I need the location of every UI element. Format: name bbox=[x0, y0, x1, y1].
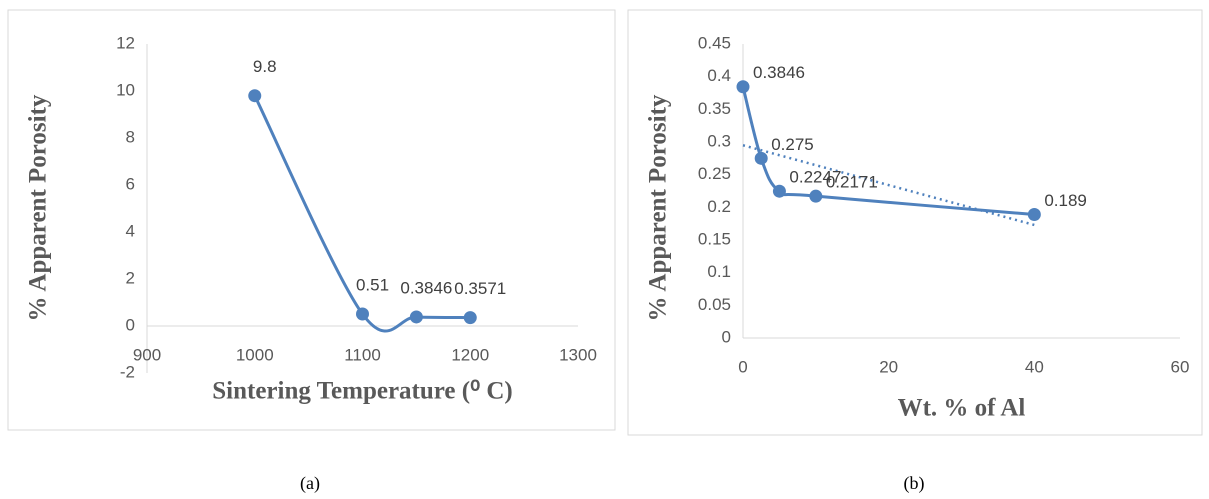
y-tick-label: 12 bbox=[116, 33, 135, 52]
data-point bbox=[809, 189, 823, 203]
data-label: 9.8 bbox=[253, 57, 277, 76]
x-tick-label: 1300 bbox=[559, 345, 597, 364]
chart-frame bbox=[627, 9, 1203, 436]
x-tick-label: 1000 bbox=[236, 345, 274, 364]
y-tick-label: 0.25 bbox=[698, 164, 731, 183]
data-label: 0.3571 bbox=[454, 279, 506, 298]
data-label: 0.3846 bbox=[400, 278, 452, 297]
data-label: 0.51 bbox=[356, 275, 389, 294]
data-point bbox=[1027, 208, 1041, 222]
x-tick-label: 40 bbox=[1025, 357, 1044, 376]
data-label: 0.3846 bbox=[753, 63, 805, 82]
caption: (a) bbox=[300, 473, 320, 494]
y-tick-label: 0.2 bbox=[707, 197, 731, 216]
y-tick-label: 0.05 bbox=[698, 295, 731, 314]
y-tick-label: 10 bbox=[116, 80, 135, 99]
y-tick-label: 2 bbox=[126, 268, 135, 287]
x-axis-title: Wt. % of Al bbox=[898, 395, 1026, 422]
y-tick-label: 6 bbox=[126, 174, 135, 193]
x-tick-label: 0 bbox=[738, 357, 747, 376]
y-tick-label: 4 bbox=[126, 221, 135, 240]
x-axis-title: Sintering Temperature (⁰ C) bbox=[212, 378, 513, 405]
data-point bbox=[772, 184, 786, 198]
y-tick-label: 0 bbox=[722, 327, 731, 346]
data-label: 0.2171 bbox=[826, 173, 878, 192]
data-label: 0.2247 bbox=[789, 168, 841, 187]
x-tick-label: 60 bbox=[1171, 357, 1190, 376]
y-axis-title: % Apparent Porosity bbox=[645, 94, 672, 321]
x-tick-label: 900 bbox=[133, 345, 161, 364]
x-tick-label: 20 bbox=[879, 357, 898, 376]
y-tick-label: -2 bbox=[120, 362, 135, 381]
data-point bbox=[736, 80, 750, 94]
data-point bbox=[754, 151, 768, 165]
series-line bbox=[253, 95, 471, 333]
x-tick-label: 1200 bbox=[451, 345, 489, 364]
caption: (b) bbox=[904, 473, 925, 494]
x-tick-label: 1100 bbox=[344, 345, 381, 364]
y-tick-label: 0.35 bbox=[698, 99, 731, 118]
y-tick-label: 0.1 bbox=[707, 262, 731, 281]
y-axis-title: % Apparent Porosity bbox=[25, 94, 52, 321]
data-point bbox=[248, 89, 262, 103]
data-point bbox=[356, 307, 369, 321]
y-tick-label: 0.3 bbox=[707, 131, 731, 150]
data-point bbox=[409, 310, 423, 324]
data-label: 0.275 bbox=[771, 135, 814, 154]
trendline bbox=[742, 144, 1035, 227]
data-point bbox=[463, 311, 477, 325]
y-tick-label: 8 bbox=[126, 127, 135, 146]
y-tick-label: 0.45 bbox=[698, 33, 731, 52]
y-tick-label: 0.15 bbox=[698, 229, 731, 248]
y-tick-label: 0.4 bbox=[707, 66, 731, 85]
y-tick-label: 0 bbox=[126, 315, 135, 334]
data-label: 0.189 bbox=[1044, 191, 1087, 210]
